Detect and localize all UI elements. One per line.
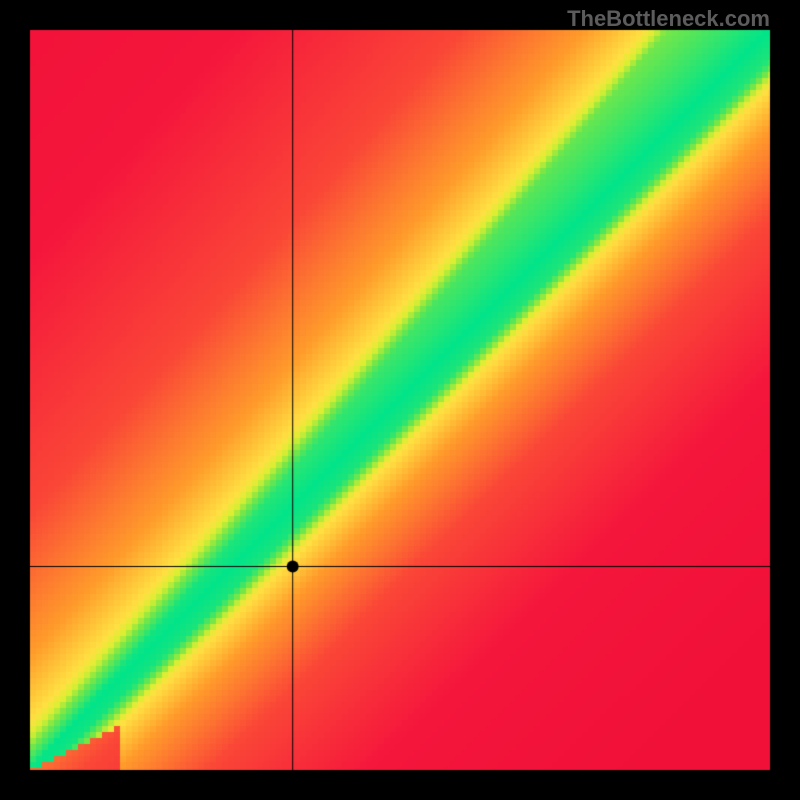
chart-container: TheBottleneck.com [0, 0, 800, 800]
bottleneck-heatmap-canvas [0, 0, 800, 800]
watermark-text: TheBottleneck.com [567, 6, 770, 32]
watermark-label: TheBottleneck.com [567, 6, 770, 31]
